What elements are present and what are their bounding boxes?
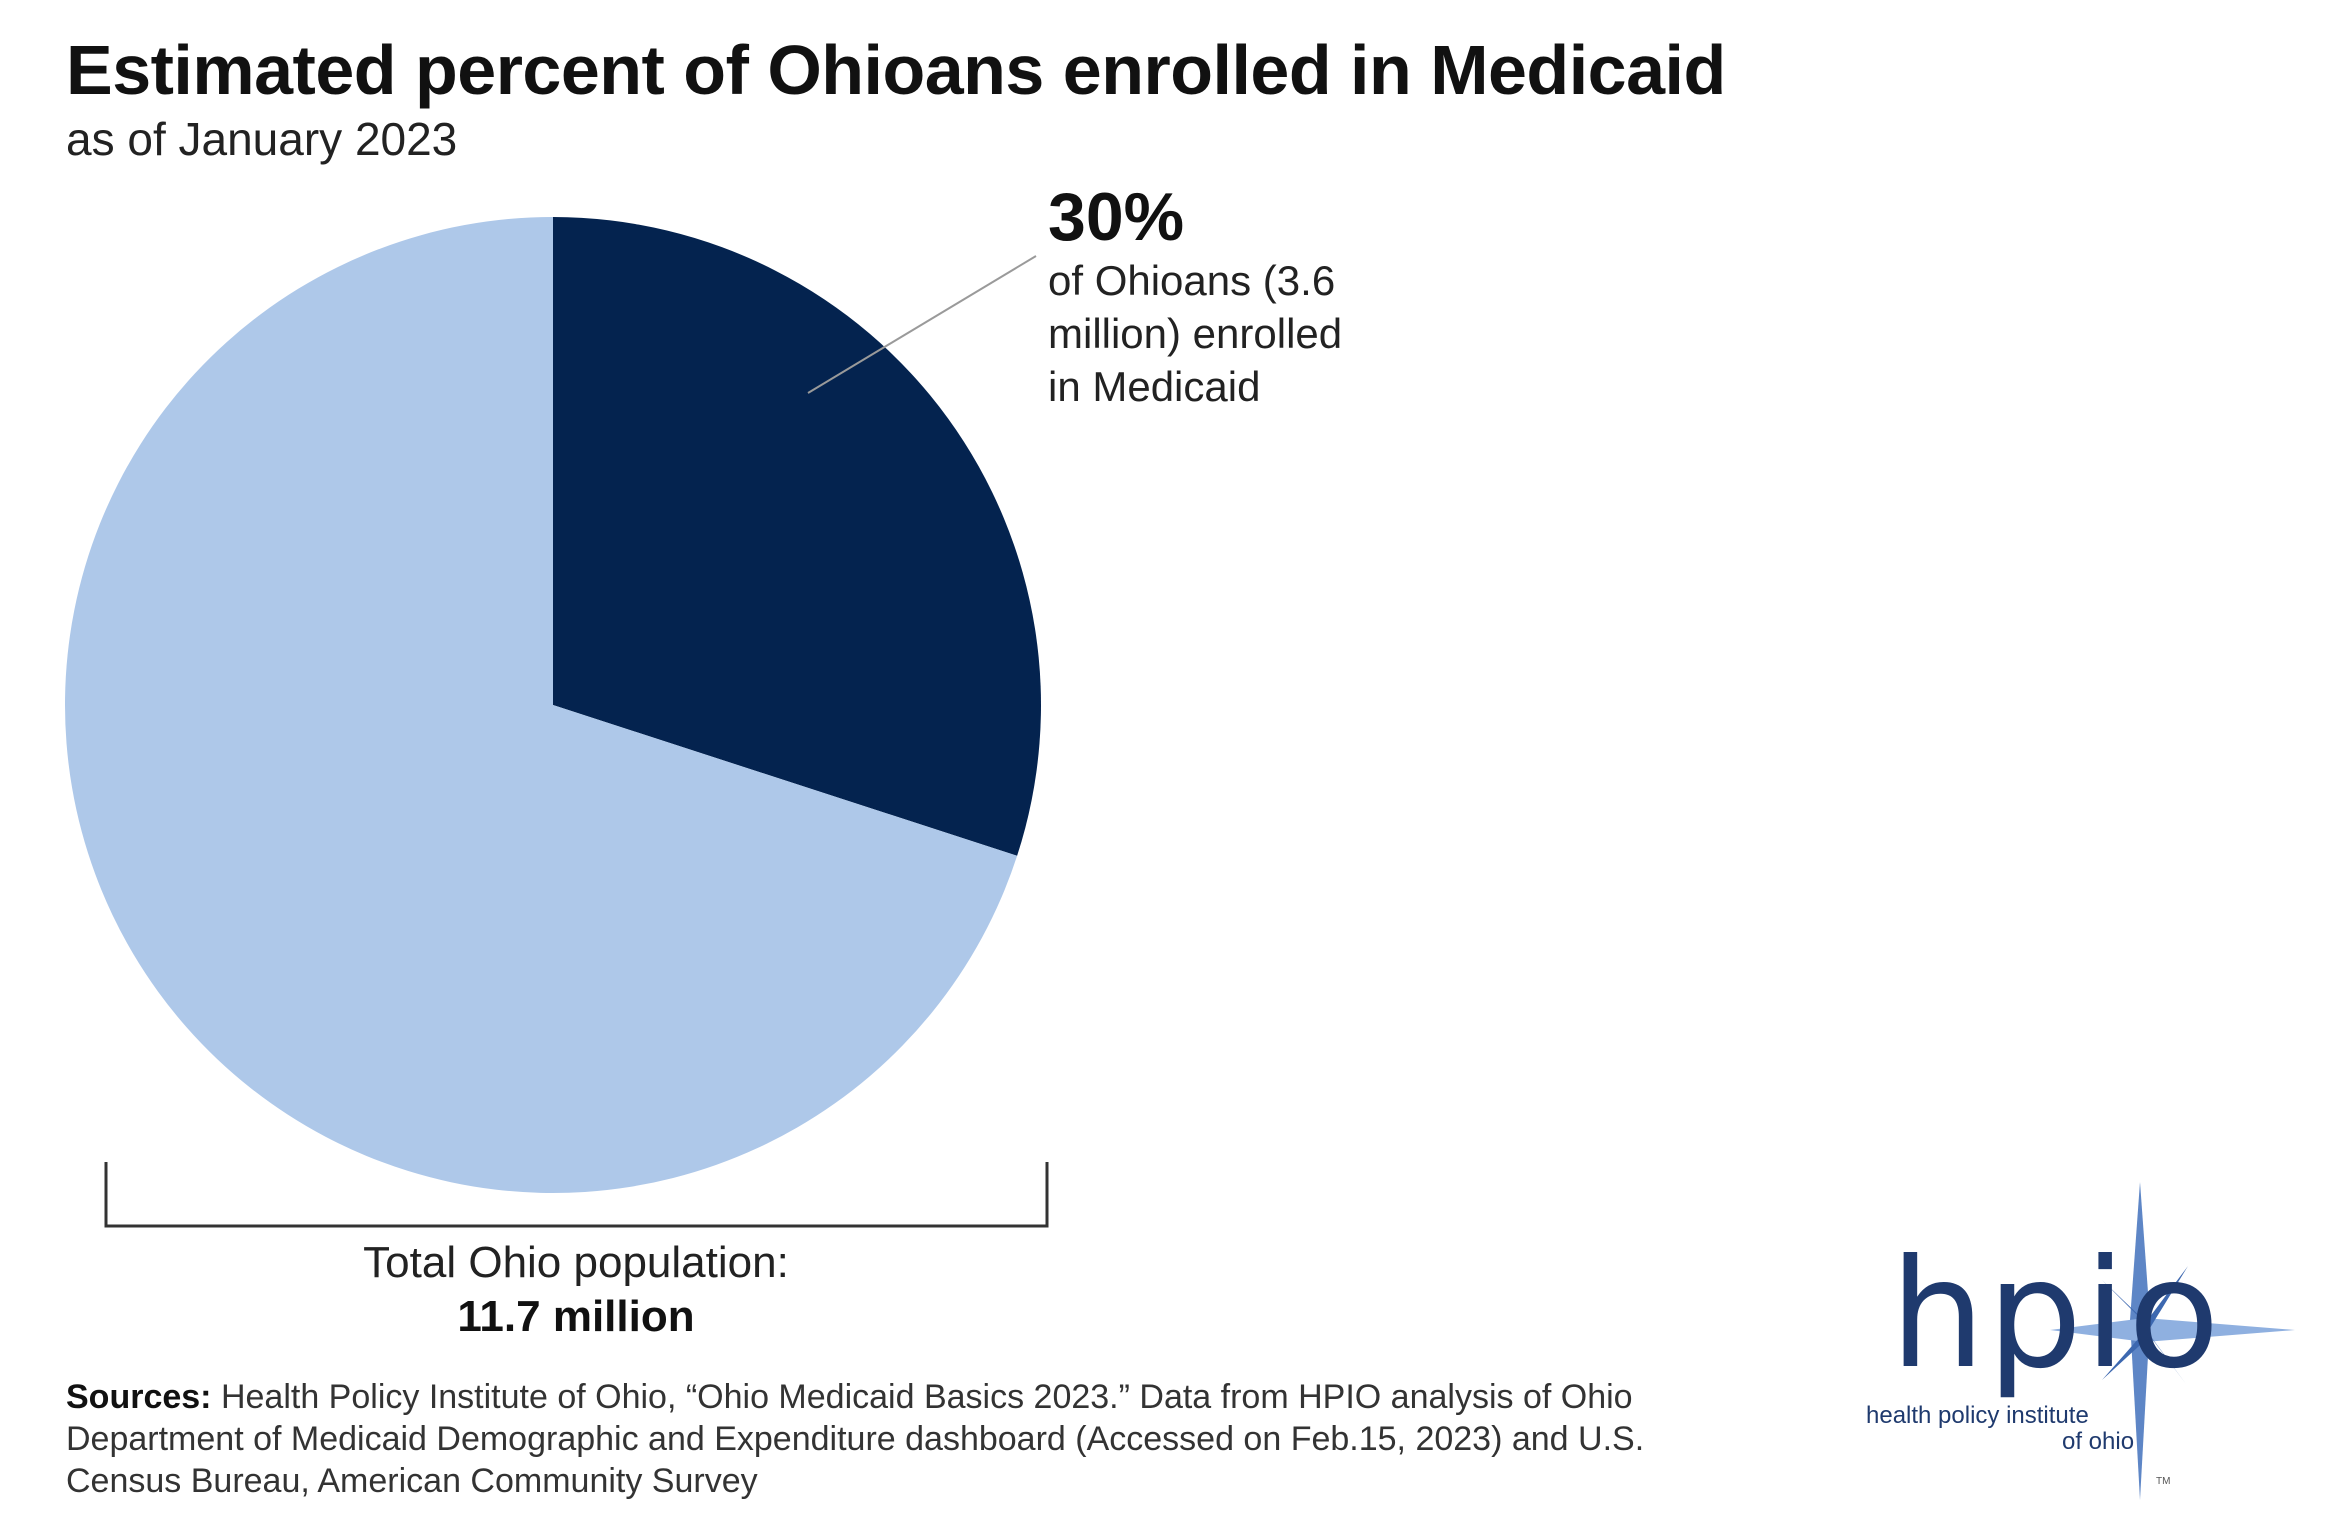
chart-title: Estimated percent of Ohioans enrolled in… — [66, 31, 1726, 109]
sources-text: Health Policy Institute of Ohio, “Ohio M… — [66, 1378, 1645, 1500]
hpio-logo: hpio health policy institute of ohio TM — [1850, 1170, 2310, 1510]
logo-tagline-line1: health policy institute — [1866, 1402, 2089, 1429]
total-population-value: 11.7 million — [457, 1292, 695, 1341]
sources-note: Sources: Health Policy Institute of Ohio… — [66, 1376, 1706, 1502]
logo-wordmark: hpio — [1890, 1228, 2222, 1402]
chart-subtitle: as of January 2023 — [66, 113, 458, 165]
pie-slices — [64, 217, 1041, 1193]
total-population-label: Total Ohio population: 11.7 million — [106, 1236, 1046, 1344]
population-bracket — [104, 1162, 1049, 1228]
pie-chart — [64, 217, 1049, 1228]
total-population-caption: Total Ohio population: — [363, 1238, 789, 1287]
pie-slice-not-enrolled — [64, 217, 1018, 1193]
sources-label: Sources: — [66, 1378, 212, 1416]
callout-leader-line — [807, 255, 1037, 394]
annotation-text: of Ohioans (3.6 million) enrolled in Med… — [1048, 257, 1343, 410]
compass-star-icon — [2050, 1182, 2295, 1500]
annotation-value: 30% — [1048, 179, 1185, 255]
logo-trademark: TM — [2156, 1476, 2171, 1487]
pie-slice-enrolled — [553, 217, 1041, 856]
logo-tagline-line2: of ohio — [2062, 1428, 2135, 1455]
